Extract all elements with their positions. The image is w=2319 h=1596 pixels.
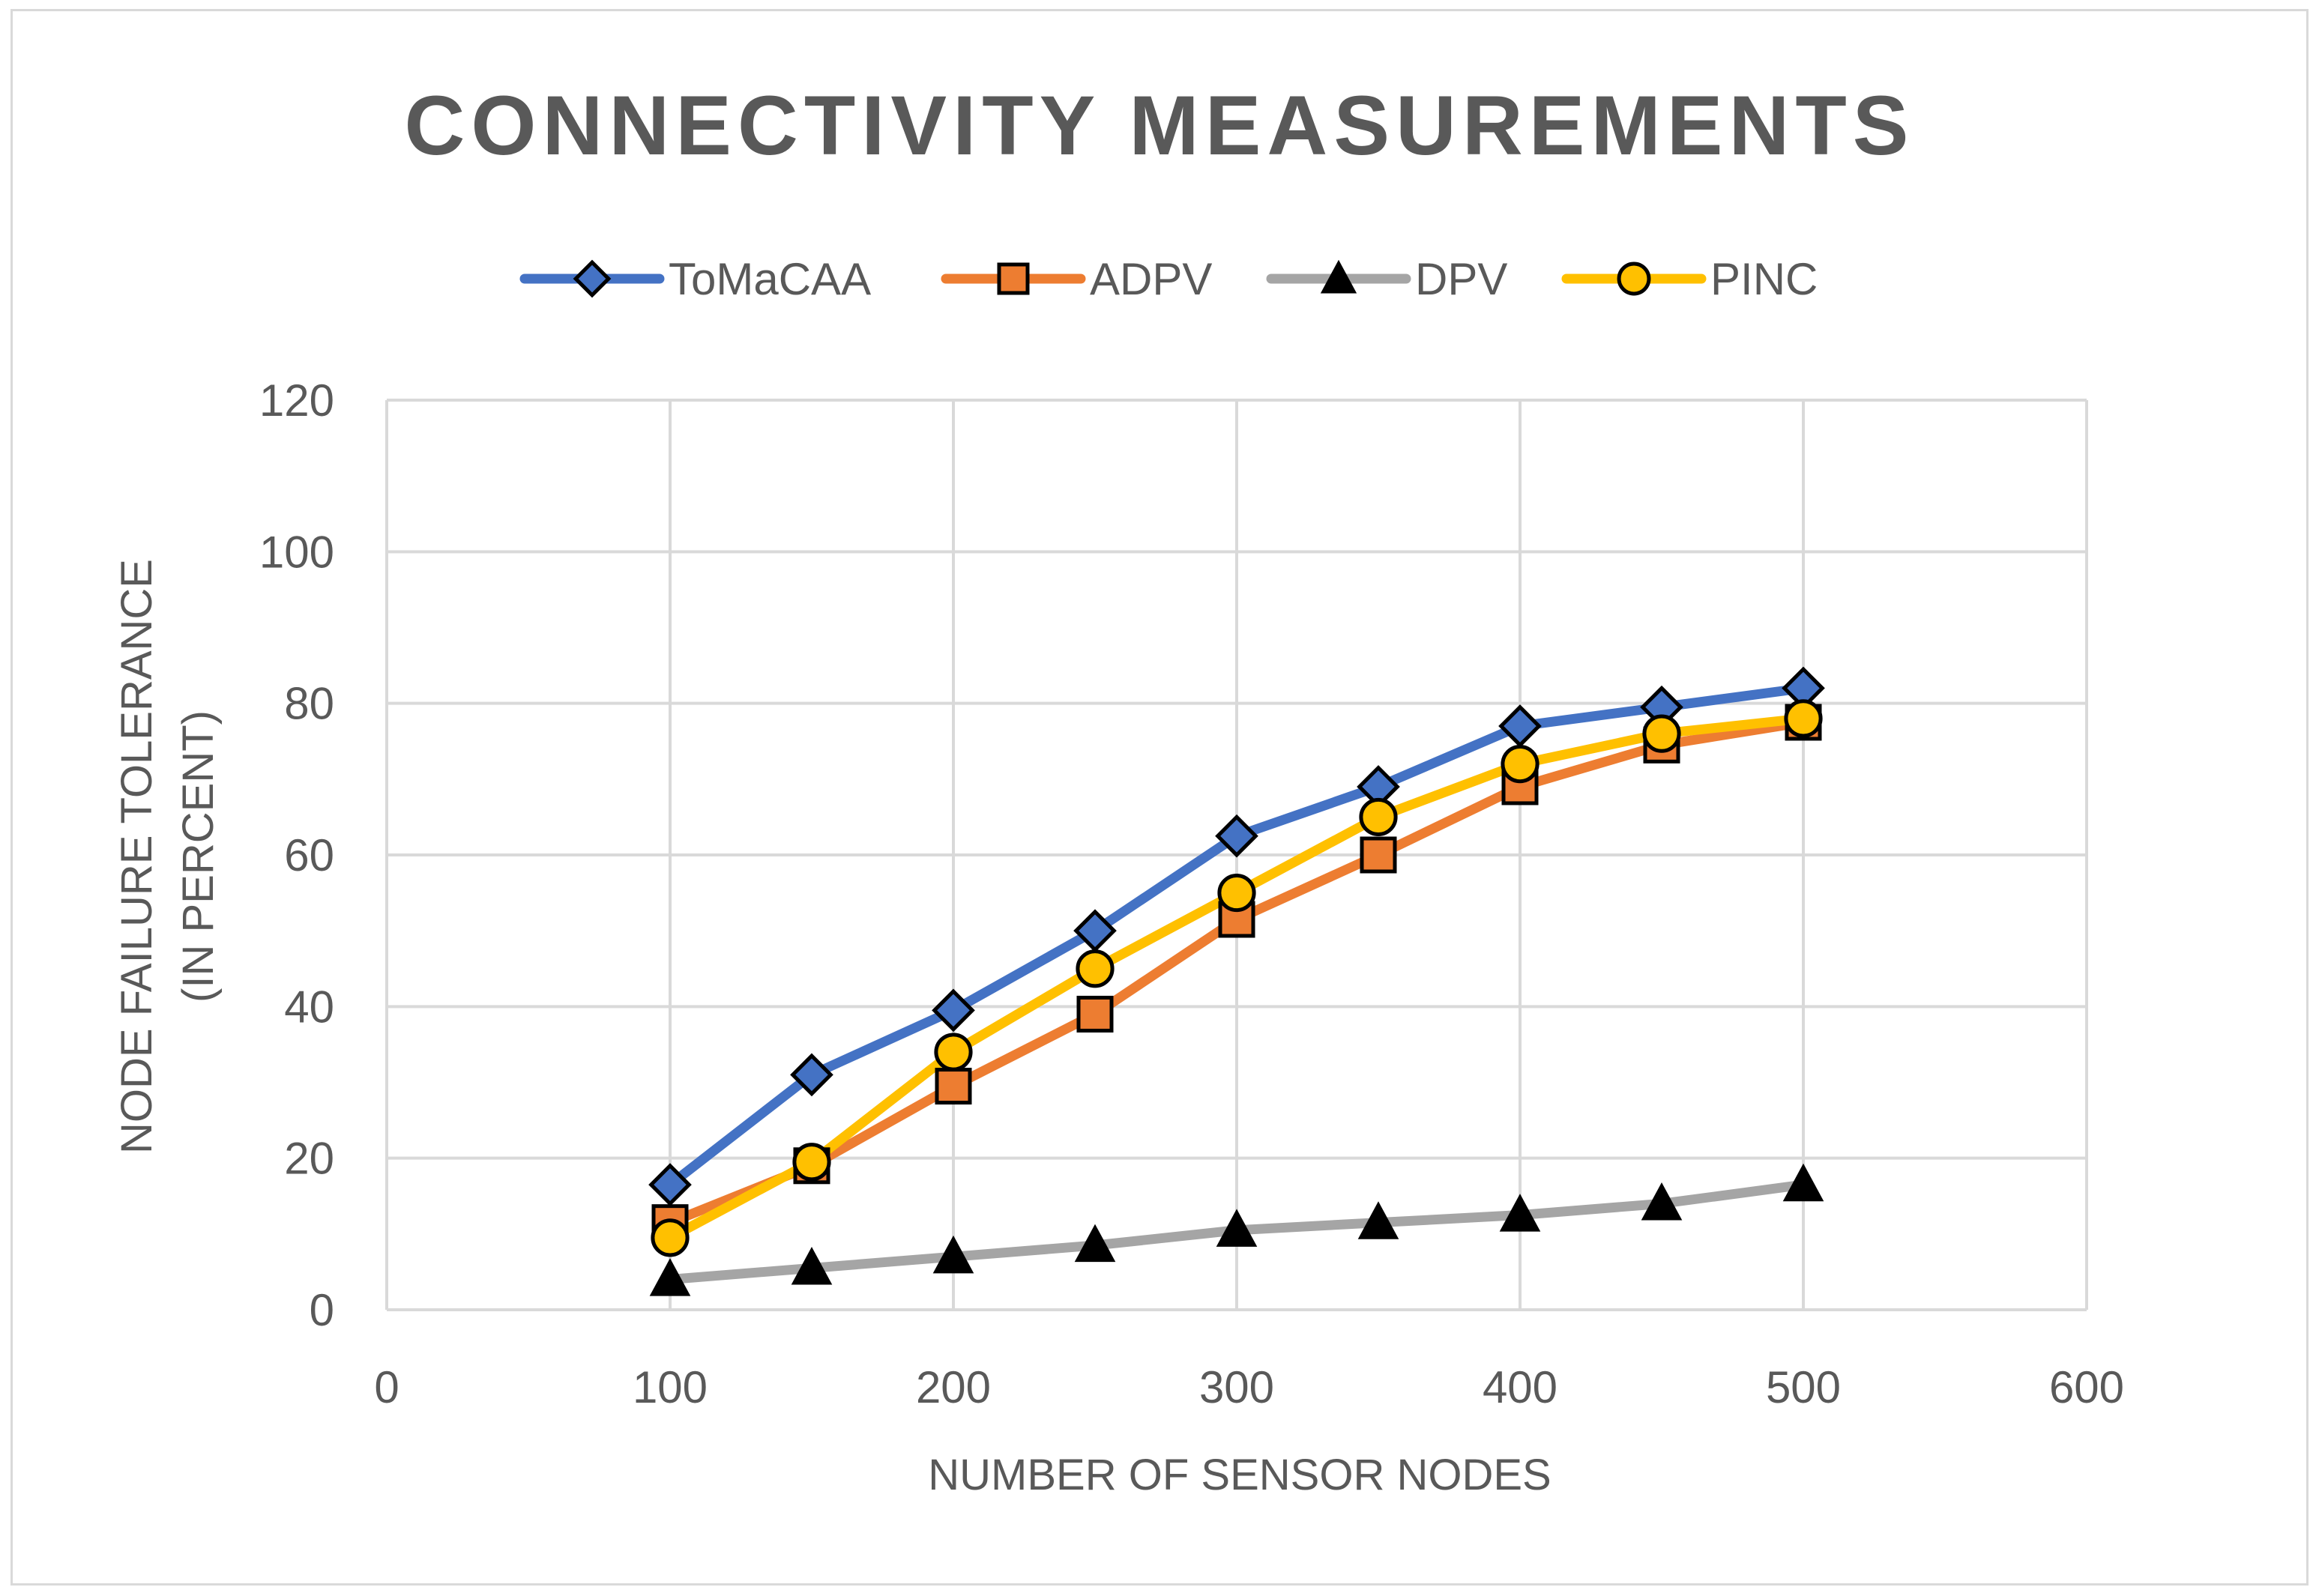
- legend-label-tomacaa: ToMaCAA: [669, 254, 871, 304]
- y-tick-label: 40: [284, 982, 334, 1032]
- data-point-dpv: [1499, 1194, 1541, 1232]
- legend-item-pinc: PINC: [1561, 254, 1818, 304]
- y-axis-title-line-1: NODE FAILURE TOLERANCE: [112, 559, 161, 1154]
- x-tick-label: 0: [374, 1362, 399, 1412]
- x-tick-label: 100: [633, 1362, 708, 1412]
- data-point-dpv: [791, 1247, 833, 1285]
- data-point-pinc: [792, 1143, 831, 1182]
- data-point-adpv: [1076, 995, 1114, 1033]
- data-point-tomacaa: [1215, 814, 1258, 858]
- y-tick-label: 80: [284, 679, 334, 729]
- data-point-dpv: [1216, 1209, 1258, 1247]
- legend-label-adpv: ADPV: [1090, 254, 1212, 304]
- y-tick-label: 120: [259, 375, 334, 426]
- x-tick-label: 600: [2049, 1362, 2124, 1412]
- data-point-pinc: [1642, 714, 1681, 753]
- data-point-pinc: [651, 1218, 690, 1257]
- data-point-dpv: [1641, 1182, 1683, 1221]
- y-axis-title: NODE FAILURE TOLERANCE (IN PERCENT): [112, 559, 223, 1154]
- y-axis-ticks: 0 20 40 60 80 100 120: [259, 375, 334, 1335]
- x-tick-label: 500: [1766, 1362, 1841, 1412]
- x-tick-label: 300: [1199, 1362, 1274, 1412]
- x-axis-ticks: 0 100 200 300 400 500 600: [374, 1362, 2124, 1412]
- x-axis-title: NUMBER OF SENSOR NODES: [928, 1451, 1551, 1499]
- x-tick-label: 400: [1483, 1362, 1557, 1412]
- data-point-tomacaa: [932, 988, 975, 1033]
- data-point-dpv: [1074, 1224, 1116, 1263]
- data-point-pinc: [1501, 745, 1540, 784]
- data-point-dpv: [932, 1235, 974, 1274]
- data-point-tomacaa: [790, 1053, 833, 1097]
- data-point-dpv: [1357, 1201, 1399, 1239]
- legend-item-tomacaa: ToMaCAA: [519, 254, 871, 304]
- y-axis-title-line-2: (IN PERCENT): [174, 710, 223, 1003]
- series-markers: [648, 666, 1825, 1296]
- legend-label-pinc: PINC: [1710, 254, 1818, 304]
- y-tick-label: 100: [259, 527, 334, 577]
- y-tick-label: 60: [284, 830, 334, 880]
- data-point-dpv: [649, 1258, 691, 1296]
- data-point-dpv: [1782, 1163, 1824, 1202]
- legend: ToMaCAA ADPV DPV PINC: [519, 254, 1818, 304]
- legend-marker-adpv: [997, 262, 1030, 295]
- y-tick-label: 20: [284, 1134, 334, 1184]
- legend-label-dpv: DPV: [1415, 254, 1507, 304]
- data-point-pinc: [1217, 873, 1256, 913]
- x-tick-label: 200: [916, 1362, 991, 1412]
- data-point-adpv: [1360, 836, 1397, 874]
- data-point-tomacaa: [648, 1163, 692, 1206]
- chart-frame: [10, 9, 2309, 1586]
- legend-marker-dpv: [1320, 259, 1357, 294]
- chart-title: CONNECTIVITY MEASUREMENTS: [405, 79, 1915, 172]
- y-tick-label: 0: [310, 1285, 334, 1335]
- data-point-pinc: [1784, 699, 1823, 738]
- data-point-adpv: [935, 1068, 972, 1105]
- data-point-pinc: [934, 1033, 973, 1071]
- data-point-tomacaa: [1498, 704, 1542, 748]
- legend-marker-tomacaa: [573, 259, 612, 298]
- data-point-pinc: [1076, 949, 1115, 988]
- legend-item-dpv: DPV: [1266, 254, 1507, 304]
- data-point-pinc: [1359, 797, 1398, 837]
- legend-marker-pinc: [1617, 262, 1651, 296]
- legend-item-adpv: ADPV: [941, 254, 1212, 304]
